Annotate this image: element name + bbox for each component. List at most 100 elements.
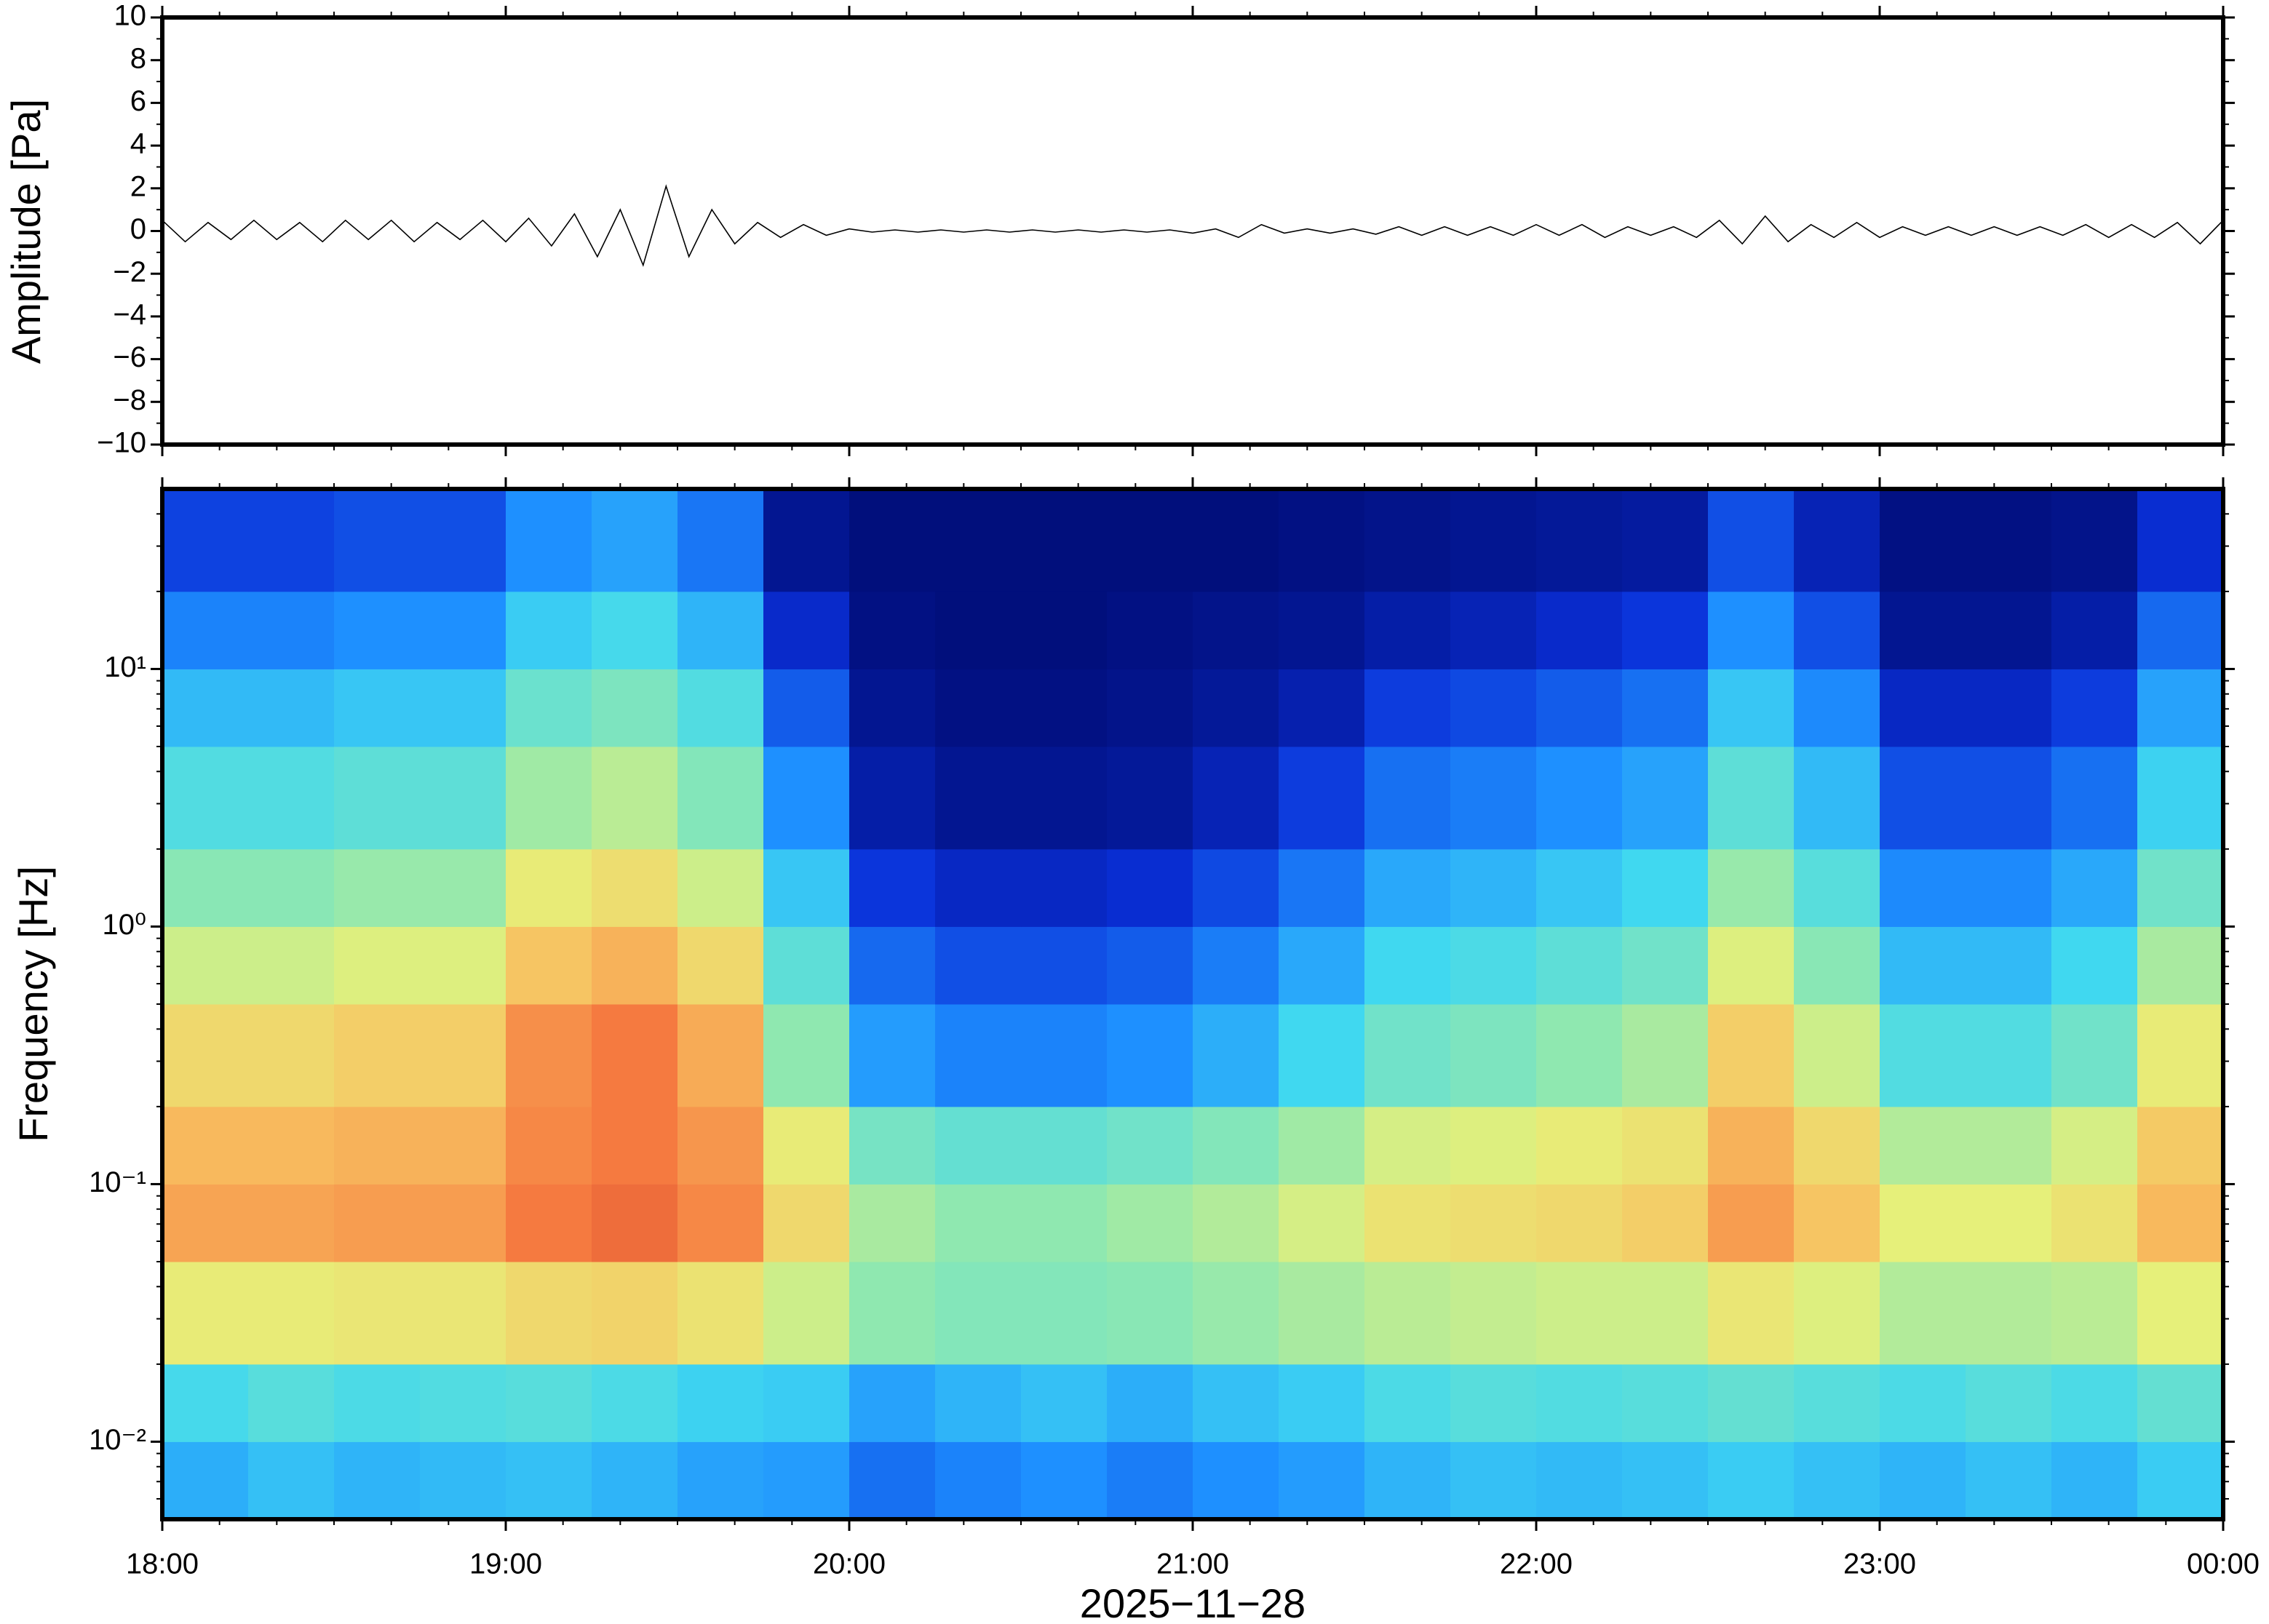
spectrogram-cell <box>420 1106 506 1185</box>
spectrogram-cell <box>763 1262 850 1365</box>
spectrogram-cell <box>592 489 678 592</box>
spectrogram-cell <box>1279 591 1365 669</box>
spectrogram-cell <box>1193 747 1279 850</box>
spectrogram-cell <box>1794 1004 1880 1107</box>
spectrogram-cell <box>162 489 249 592</box>
spectrogram-cell <box>248 1106 335 1185</box>
spectrogram-cell <box>2051 926 2138 1005</box>
spectrogram-cell <box>1364 1364 1451 1442</box>
spectrogram-cell <box>1107 747 1193 850</box>
spectrogram-cell <box>1279 848 1365 927</box>
spectrogram-cell <box>1193 1184 1279 1262</box>
spectrogram-cell <box>763 591 850 669</box>
spectrogram-cell <box>1450 1441 1537 1520</box>
spectrogram-cell <box>1622 747 1709 850</box>
spectrogram-cell <box>763 1184 850 1262</box>
spectrogram-cell <box>935 1441 1022 1520</box>
spectrogram-cell <box>2137 926 2224 1005</box>
spectrogram-cell <box>849 489 936 592</box>
spectrogram-cell <box>1966 848 2052 927</box>
y-tick-label: 10¹ <box>104 651 146 683</box>
spectrogram-cell <box>334 1262 421 1365</box>
spectrogram-cell <box>2051 1441 2138 1520</box>
spectrogram-cell <box>162 1004 249 1107</box>
x-tick-label: 22:00 <box>1500 1548 1573 1580</box>
spectrogram-cell <box>506 848 592 927</box>
spectrogram-cell <box>763 747 850 850</box>
spectrogram-cell <box>592 669 678 747</box>
spectrogram-cell <box>162 848 249 927</box>
spectrogram-cell <box>334 489 421 592</box>
spectrogram-cell <box>935 1184 1022 1262</box>
spectrogram-cell <box>1107 1004 1193 1107</box>
spectrogram-cell <box>1966 747 2052 850</box>
spectrogram-cell <box>1450 669 1537 747</box>
spectrogram-cell <box>1966 1184 2052 1262</box>
spectrogram-cell <box>1193 1441 1279 1520</box>
spectrogram-cell <box>1021 591 1108 669</box>
spectrogram-cell <box>592 591 678 669</box>
y-tick-label: −8 <box>113 384 146 416</box>
spectrogram-cell <box>1021 747 1108 850</box>
spectrogram-cell <box>1622 926 1709 1005</box>
spectrogram-cell <box>677 926 764 1005</box>
spectrogram-cell <box>1279 1262 1365 1365</box>
spectrogram-cell <box>248 1364 335 1442</box>
spectrogram-cell <box>1193 489 1279 592</box>
spectrogram-cell <box>1536 669 1623 747</box>
spectrogram-cell <box>2137 1441 2224 1520</box>
spectrogram-cell <box>592 848 678 927</box>
spectrogram-cell <box>1536 489 1623 592</box>
y-axis-label: Amplitude [Pa] <box>3 99 49 364</box>
spectrogram-cell <box>1107 926 1193 1005</box>
spectrogram-cell <box>1364 1262 1451 1365</box>
spectrogram-cell <box>162 926 249 1005</box>
spectrogram-cell <box>1364 489 1451 592</box>
spectrogram-cell <box>1450 1004 1537 1107</box>
spectrogram-cell <box>1450 747 1537 850</box>
spectrogram-cell <box>1880 1262 1966 1365</box>
spectrogram-cell <box>1364 747 1451 850</box>
spectrogram-cell <box>334 1184 421 1262</box>
spectrogram-cell <box>2051 669 2138 747</box>
spectrogram-cell <box>2137 1004 2224 1107</box>
spectrogram-cell <box>506 591 592 669</box>
spectrogram-cell <box>1536 1004 1623 1107</box>
spectrogram-cell <box>2051 747 2138 850</box>
spectrogram-cell <box>1193 1262 1279 1365</box>
spectrogram-cell <box>1364 848 1451 927</box>
spectrogram-cell <box>420 669 506 747</box>
spectrogram-cell <box>162 1184 249 1262</box>
spectrogram-cell <box>1364 1106 1451 1185</box>
spectrogram-cell <box>1622 1441 1709 1520</box>
spectrogram-cell <box>1622 1004 1709 1107</box>
y-tick-label: 8 <box>130 42 146 74</box>
spectrogram-cell <box>506 1441 592 1520</box>
x-axis-label: 2025−11−28 <box>1080 1580 1306 1624</box>
spectrogram-cell <box>506 1262 592 1365</box>
spectrogram-cell <box>1794 1441 1880 1520</box>
spectrogram-cell <box>763 669 850 747</box>
spectrogram-cell <box>248 591 335 669</box>
spectrogram-cell <box>1021 1184 1108 1262</box>
spectrogram-cell <box>1794 747 1880 850</box>
spectrogram-cell <box>677 1004 764 1107</box>
spectrogram-cell <box>1021 1004 1108 1107</box>
spectrogram-cell <box>1880 1106 1966 1185</box>
spectrogram-cell <box>935 1106 1022 1185</box>
y-tick-label: −10 <box>97 427 146 459</box>
spectrogram-cell <box>677 848 764 927</box>
spectrogram-cell <box>1364 926 1451 1005</box>
spectrogram-cell <box>248 848 335 927</box>
spectrogram-cell <box>1279 1106 1365 1185</box>
spectrogram-cell <box>2137 489 2224 592</box>
spectrogram-cell <box>1966 591 2052 669</box>
spectrogram-cell <box>162 669 249 747</box>
spectrogram-cell <box>420 489 506 592</box>
spectrogram-cell <box>677 489 764 592</box>
spectrogram-cell <box>935 489 1022 592</box>
spectrogram-cell <box>849 1004 936 1107</box>
spectrogram-cell <box>1622 591 1709 669</box>
spectrogram-cell <box>1279 926 1365 1005</box>
